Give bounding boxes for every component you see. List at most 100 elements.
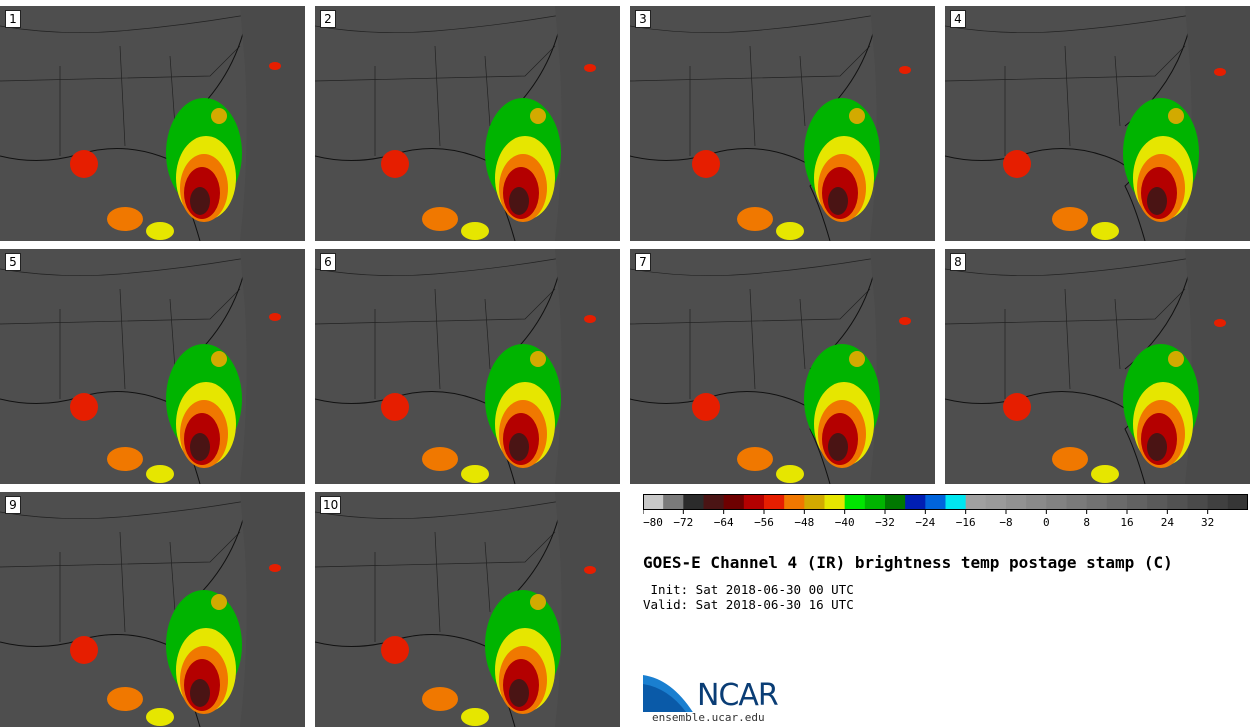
ir-satellite-map: [315, 492, 620, 727]
storm-cloud-shape: [1147, 187, 1167, 215]
storm-cloud-shape: [211, 108, 227, 124]
storm-cloud-shape: [530, 351, 546, 367]
forecast-panel: 4: [945, 6, 1250, 241]
storm-cloud-shape: [422, 207, 458, 231]
panel-number-label: 1: [5, 10, 21, 28]
ir-satellite-map: [0, 249, 305, 484]
storm-cloud-shape: [530, 594, 546, 610]
colorbar-tick-label: 16: [1120, 516, 1133, 529]
colorbar-tick-label: −40: [835, 516, 855, 529]
colorbar-segment: [1207, 494, 1229, 510]
storm-cloud-shape: [461, 222, 489, 240]
forecast-panel: 8: [945, 249, 1250, 484]
colorbar-segment: [1147, 494, 1168, 510]
forecast-panel: 6: [315, 249, 620, 484]
storm-cloud-shape: [70, 150, 98, 178]
forecast-panel: 9: [0, 492, 305, 727]
ir-satellite-map: [630, 249, 935, 484]
storm-cloud-shape: [461, 708, 489, 726]
storm-cloud-shape: [461, 465, 489, 483]
storm-cloud-shape: [190, 433, 210, 461]
storm-cloud-shape: [1214, 319, 1226, 327]
colorbar-segment: [804, 494, 825, 510]
forecast-panel: 2: [315, 6, 620, 241]
colorbar-tick-label: −56: [754, 516, 774, 529]
storm-cloud-shape: [381, 636, 409, 664]
colorbar-tick-label: −32: [875, 516, 895, 529]
storm-cloud-shape: [509, 679, 529, 707]
colorbar-frame: [643, 494, 1248, 510]
colorbar-segment: [1106, 494, 1128, 510]
colorbar-segment: [643, 494, 664, 510]
forecast-panel: 1: [0, 6, 305, 241]
forecast-panel: 10: [315, 492, 620, 727]
colorbar-segment: [663, 494, 684, 510]
colorbar-segment: [1006, 494, 1027, 510]
panel-number-label: 9: [5, 496, 21, 514]
storm-cloud-shape: [692, 150, 720, 178]
colorbar-segment: [985, 494, 1007, 510]
ir-satellite-map: [315, 249, 620, 484]
storm-cloud-shape: [584, 64, 596, 72]
storm-cloud-shape: [107, 207, 143, 231]
storm-cloud-shape: [422, 447, 458, 471]
storm-cloud-shape: [849, 108, 865, 124]
colorbar-segment: [945, 494, 967, 510]
storm-cloud-shape: [381, 150, 409, 178]
colorbar-tick-label: 32: [1201, 516, 1214, 529]
panel-number-label: 8: [950, 253, 966, 271]
colorbar-segment: [1187, 494, 1209, 510]
storm-cloud-shape: [899, 66, 911, 74]
colorbar-tick-label: −72: [673, 516, 693, 529]
storm-cloud-shape: [70, 393, 98, 421]
colorbar-segment: [683, 494, 704, 510]
storm-cloud-shape: [211, 594, 227, 610]
colorbar-segment: [764, 494, 785, 510]
ncar-logo-text: NCAR: [697, 678, 779, 713]
figure-title: GOES-E Channel 4 (IR) brightness temp po…: [643, 553, 1173, 572]
init-time: Init: Sat 2018-06-30 00 UTC: [643, 582, 854, 597]
storm-cloud-shape: [70, 636, 98, 664]
storm-cloud-shape: [899, 317, 911, 325]
forecast-panel: 5: [0, 249, 305, 484]
storm-cloud-shape: [146, 465, 174, 483]
storm-cloud-shape: [1091, 222, 1119, 240]
colorbar-tick-label: −64: [714, 516, 734, 529]
storm-cloud-shape: [422, 687, 458, 711]
storm-cloud-shape: [381, 393, 409, 421]
colorbar-tick-label: 0: [1043, 516, 1050, 529]
storm-cloud-shape: [1052, 207, 1088, 231]
storm-cloud-shape: [1052, 447, 1088, 471]
colorbar-segment: [1066, 494, 1088, 510]
colorbar-segment: [723, 494, 745, 510]
ir-satellite-map: [630, 6, 935, 241]
colorbar-segment: [1227, 494, 1248, 510]
colorbar-tick-label: −24: [915, 516, 935, 529]
storm-cloud-shape: [190, 679, 210, 707]
colorbar-segment: [1086, 494, 1108, 510]
colorbar-segment: [864, 494, 886, 510]
ir-satellite-map: [0, 492, 305, 727]
ir-satellite-map: [945, 6, 1250, 241]
storm-cloud-shape: [211, 351, 227, 367]
colorbar-segment: [784, 494, 805, 510]
storm-cloud-shape: [146, 222, 174, 240]
colorbar-tick-label: 24: [1161, 516, 1175, 529]
colorbar-segment: [1127, 494, 1148, 510]
colorbar-segment: [925, 494, 946, 510]
panel-number-label: 5: [5, 253, 21, 271]
temperature-colorbar: −80 −72 −64 −56 −48 −40 −32 −24 −16 −8 0 8 16 24 32: [643, 494, 1248, 529]
storm-cloud-shape: [692, 393, 720, 421]
ir-satellite-map: [315, 6, 620, 241]
storm-cloud-shape: [849, 351, 865, 367]
colorbar-segment: [1167, 494, 1188, 510]
storm-cloud-shape: [107, 447, 143, 471]
colorbar-tick-label: −80: [643, 516, 663, 529]
colorbar-segment: [844, 494, 866, 510]
storm-cloud-shape: [269, 313, 281, 321]
site-url: ensemble.ucar.edu: [652, 711, 765, 724]
panel-number-label: 6: [320, 253, 336, 271]
storm-cloud-shape: [584, 315, 596, 323]
colorbar-tick-label: −8: [999, 516, 1012, 529]
colorbar-tick-label: −48: [794, 516, 814, 529]
